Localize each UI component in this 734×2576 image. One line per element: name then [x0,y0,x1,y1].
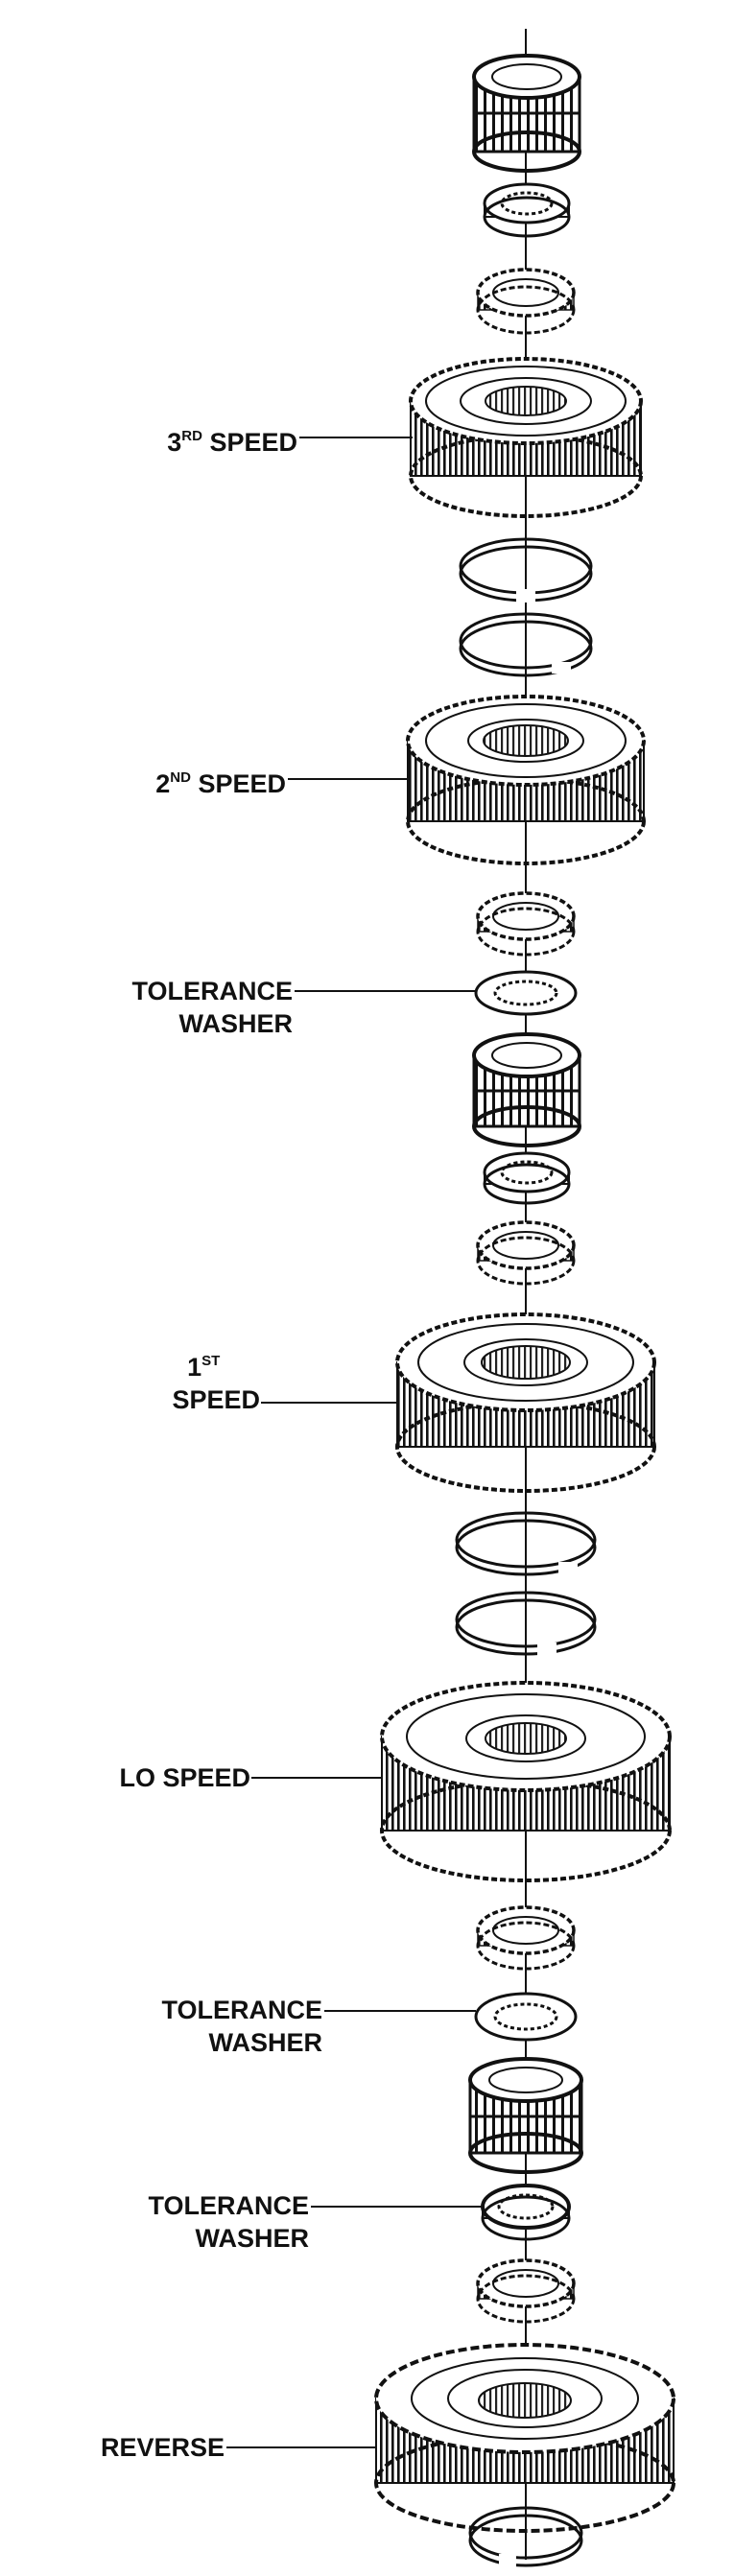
label-second-speed: 2ND SPEED [155,762,286,800]
label-tolerance-washer-2: TOLERANCE WASHER [161,1994,322,2059]
label-tolerance-washer-1: TOLERANCE WASHER [131,975,293,1040]
label-reverse: REVERSE [101,2431,225,2464]
label-first-speed: 1ST SPEED [172,1345,260,1416]
tolerance-washer-1 [476,972,576,1014]
label-tolerance-washer-3: TOLERANCE WASHER [148,2189,309,2255]
label-lo-speed: LO SPEED [119,1761,250,1794]
label-third-speed: 3RD SPEED [167,420,297,459]
tolerance-washer-2 [476,1994,576,2040]
